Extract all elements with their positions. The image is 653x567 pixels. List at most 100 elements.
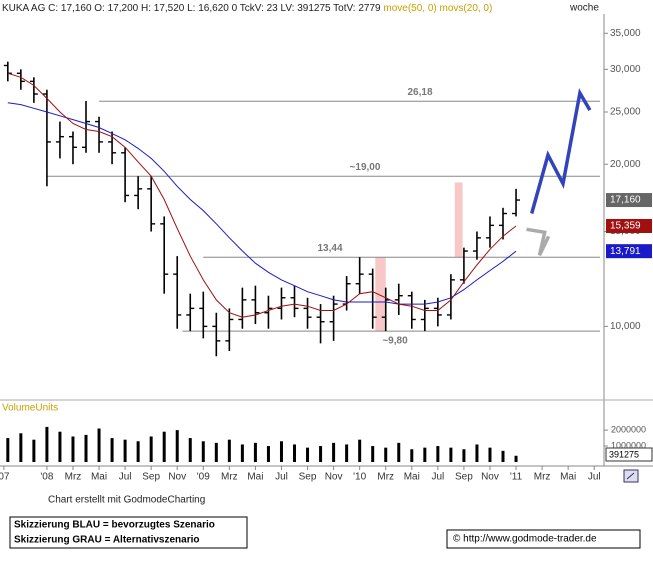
- volume-bar: [279, 441, 283, 462]
- volume-bar: [6, 438, 10, 462]
- last-volume-box: [605, 447, 653, 462]
- x-tick-label: '08: [40, 472, 53, 483]
- ma-name: move(50, 0): [383, 3, 436, 14]
- x-tick-label: Jul: [431, 472, 444, 483]
- x-tick-label: Mrz: [221, 472, 238, 483]
- x-tick-label: Mai: [91, 472, 107, 483]
- x-tick-label: Sep: [455, 472, 473, 483]
- x-tick-label: Jul: [275, 472, 288, 483]
- volume-bar: [475, 444, 479, 462]
- x-tick-label: '09: [197, 472, 210, 483]
- volume-y-tick-label: 1000000: [611, 440, 646, 450]
- x-tick-label: Nov: [481, 472, 499, 483]
- x-tick-label: 07: [0, 472, 10, 483]
- volume-bar: [201, 441, 205, 462]
- volume-bar: [410, 449, 414, 462]
- x-tick-label: Nov: [325, 472, 343, 483]
- volume-bar: [293, 444, 297, 462]
- volume-bar: [214, 442, 218, 462]
- x-tick-label: '10: [353, 472, 366, 483]
- volume-bar: [45, 426, 49, 462]
- volume-bar: [58, 431, 62, 462]
- last-value-label: 15,359: [610, 221, 641, 232]
- x-tick-label: Mai: [560, 472, 576, 483]
- x-tick-label: Mrz: [534, 472, 551, 483]
- volume-bar: [32, 439, 36, 462]
- volume-bar: [332, 442, 336, 462]
- legend-box: [9, 516, 248, 549]
- chart-header: KUKA AG C: 17,160 O: 17,200 H: 17,520 L:…: [2, 3, 492, 14]
- volume-bar: [266, 446, 270, 462]
- volume-bar: [397, 442, 401, 462]
- volume-y-tick-label: 2000000: [611, 424, 646, 434]
- volume-bar: [162, 431, 166, 462]
- x-tick-label: Nov: [168, 472, 186, 483]
- volume-bar: [345, 444, 349, 462]
- x-tick-label: '11: [510, 472, 523, 483]
- moving-average: [7, 102, 517, 305]
- volume-bar: [175, 430, 179, 462]
- volume-bar: [449, 447, 453, 462]
- volume-bar: [501, 450, 505, 462]
- period: woche: [569, 3, 599, 14]
- ma-name: movs(20, 0): [440, 3, 493, 14]
- quote-info: C: 17,160 O: 17,200 H: 17,520 L: 16,620 …: [48, 3, 381, 14]
- volume-bar: [514, 455, 518, 462]
- volume-bar: [306, 447, 310, 462]
- x-tick-label: Mrz: [377, 472, 394, 483]
- y-tick-label: 10,000: [610, 321, 641, 332]
- icon: [626, 472, 635, 480]
- scenario-path: [530, 88, 592, 214]
- volume-bar: [319, 446, 323, 462]
- y-tick-label: 35,000: [610, 28, 641, 39]
- scenario-path: [526, 227, 551, 257]
- volume-title: VolumeUnits: [2, 403, 58, 414]
- x-tick-label: Mai: [247, 472, 263, 483]
- legend-text: Skizzierung BLAU = bevorzugtes Szenario: [14, 520, 215, 531]
- last-value-label: 17,160: [610, 195, 641, 206]
- volume-bar: [149, 436, 153, 462]
- volume-bar: [19, 433, 23, 462]
- last-value-box: [606, 193, 652, 208]
- credit: Chart erstellt mit GodmodeCharting: [48, 495, 205, 506]
- volume-bar: [240, 444, 244, 462]
- volume-bar: [423, 447, 427, 462]
- last-volume-label: 391275: [609, 449, 639, 459]
- last-value-box: [606, 244, 652, 259]
- highlight-zone: [454, 182, 463, 258]
- volume-bar: [136, 441, 140, 462]
- volume-bar: [123, 439, 127, 462]
- x-tick-label: Jul: [119, 472, 132, 483]
- last-value-label: 13,791: [610, 246, 641, 257]
- legend-text: Skizzierung GRAU = Alternativszenario: [14, 535, 200, 546]
- url-box: [446, 529, 641, 549]
- x-tick-label: Sep: [142, 472, 160, 483]
- y-tick-label: 25,000: [610, 107, 641, 118]
- level-label: ~19,00: [350, 162, 381, 173]
- volume-bar: [371, 446, 375, 462]
- x-tick-label: Mai: [404, 472, 420, 483]
- volume-bar: [436, 446, 440, 462]
- last-value-box: [606, 218, 652, 233]
- volume-bar: [358, 439, 362, 462]
- y-tick-label: 30,000: [610, 64, 641, 75]
- volume-bar: [253, 442, 257, 462]
- highlight-zone: [375, 257, 386, 332]
- volume-bar: [84, 434, 88, 462]
- volume-bar: [462, 449, 466, 462]
- volume-bar: [71, 436, 75, 462]
- url: © http://www.godmode-trader.de: [453, 534, 597, 545]
- level-label: ~9,80: [382, 336, 408, 347]
- x-tick-label: Sep: [299, 472, 317, 483]
- level-label: 26,18: [407, 87, 432, 98]
- volume-bar: [384, 447, 388, 462]
- volume-bar: [188, 438, 192, 462]
- instrument: KUKA AG: [2, 3, 46, 14]
- volume-bar: [227, 439, 231, 462]
- volume-bar: [110, 438, 114, 462]
- x-tick-label: Mrz: [65, 472, 82, 483]
- volume-bar: [488, 447, 492, 462]
- x-tick-label: Jul: [588, 472, 601, 483]
